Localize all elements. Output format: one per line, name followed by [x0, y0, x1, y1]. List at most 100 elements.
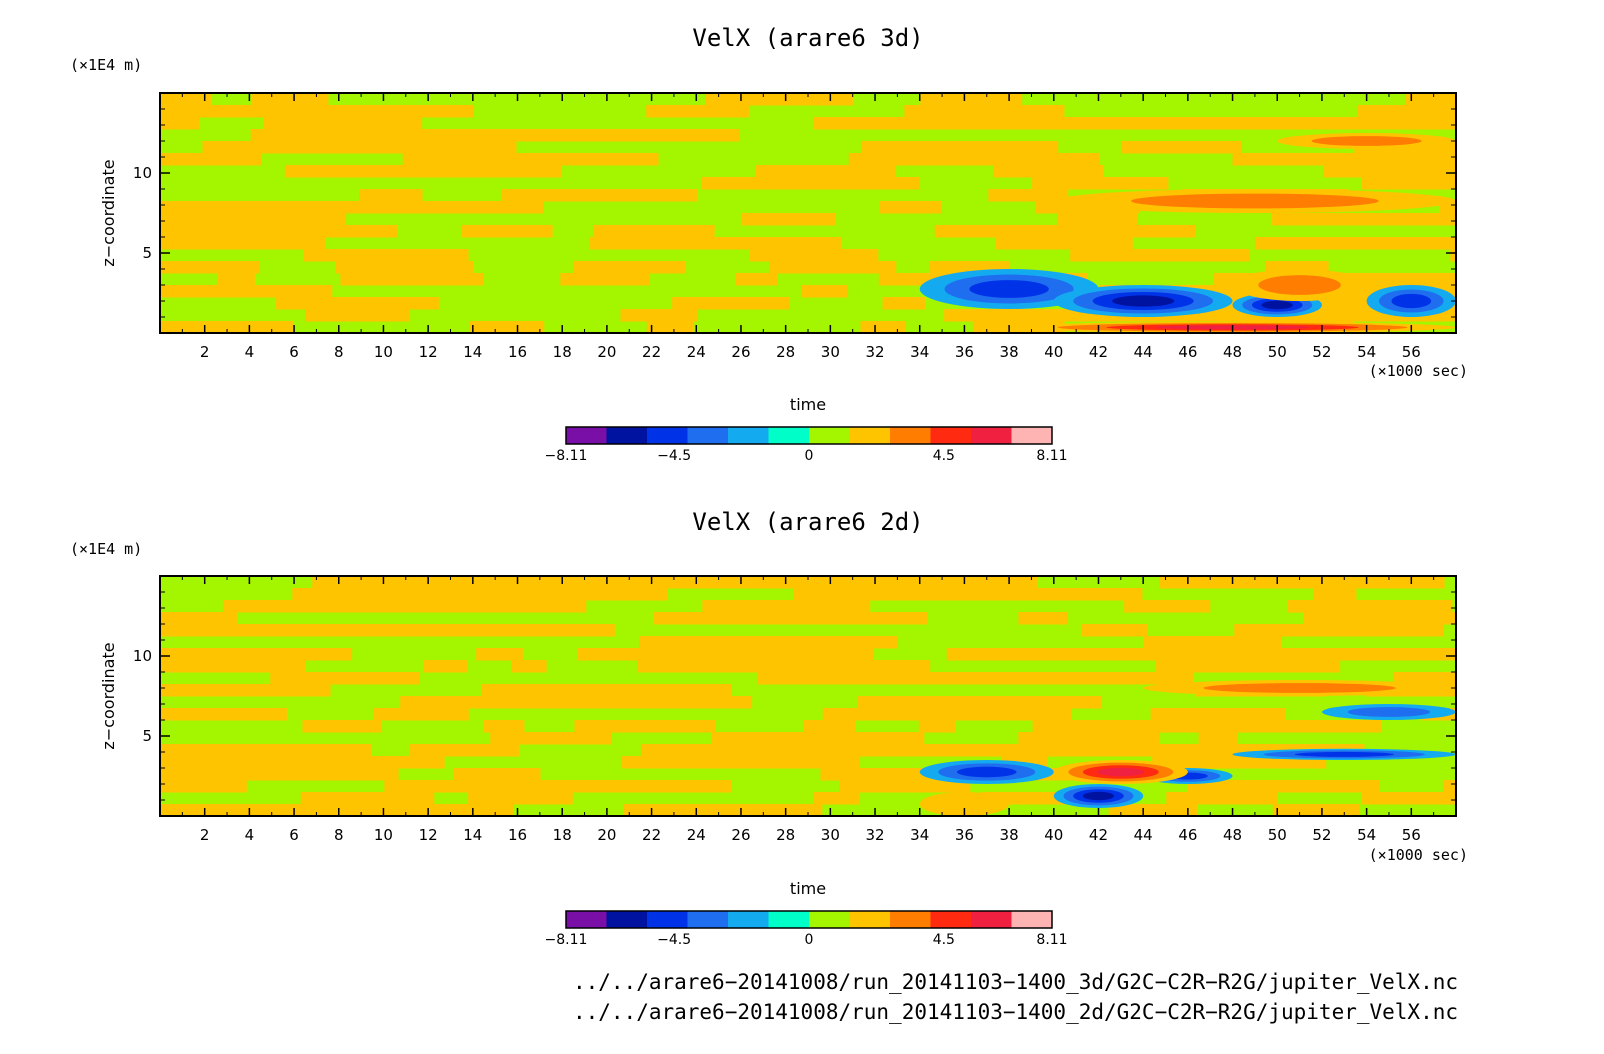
x-tick-label: 10 — [374, 343, 393, 361]
x-tick-label: 2 — [200, 343, 210, 361]
field-band — [263, 117, 301, 130]
field-band — [1169, 249, 1250, 262]
field-band — [1137, 117, 1231, 130]
field-band — [1150, 708, 1252, 721]
field-band — [1413, 273, 1456, 286]
field-band — [918, 720, 955, 733]
field-band — [702, 600, 751, 613]
field-band — [1361, 177, 1456, 190]
field-band — [828, 660, 931, 673]
field-band — [1266, 660, 1341, 673]
field-band — [160, 804, 236, 816]
x-tick-label: 50 — [1268, 343, 1287, 361]
x-tick-label: 54 — [1357, 343, 1376, 361]
field-band — [160, 660, 306, 673]
field-band — [402, 165, 495, 178]
field-band — [262, 624, 328, 637]
field-band — [711, 732, 813, 745]
field-band — [603, 684, 732, 697]
field-band — [1187, 780, 1333, 793]
field-band — [1361, 792, 1456, 805]
y-tick-label: 5 — [142, 244, 152, 262]
colorbar-tick-label: 8.11 — [1036, 932, 1067, 948]
field-band — [972, 321, 1011, 333]
y-axis-label: z−coordinate — [99, 642, 118, 749]
field-band — [1004, 225, 1118, 238]
field-band — [476, 648, 523, 661]
field-band — [995, 237, 1040, 250]
field-band — [710, 297, 790, 310]
field-band — [1400, 105, 1456, 118]
x-tick-label: 16 — [508, 826, 527, 844]
field-band — [229, 684, 331, 697]
field-band — [481, 684, 605, 697]
x-tick-label: 44 — [1134, 826, 1153, 844]
field-band — [336, 261, 474, 274]
field-band — [811, 576, 931, 589]
field-band — [842, 177, 920, 190]
field-band — [1108, 804, 1198, 816]
field-band — [1129, 720, 1274, 733]
field-band — [1081, 624, 1148, 637]
field-band — [490, 129, 596, 142]
field-band — [646, 105, 749, 118]
colorbar-segment — [809, 427, 850, 444]
field-band — [705, 93, 800, 106]
colorbar-segment — [890, 911, 931, 928]
field-band — [1326, 720, 1382, 733]
field-band — [1232, 153, 1360, 166]
field-band — [616, 696, 753, 709]
field-band — [1032, 177, 1169, 190]
x-tick-label: 4 — [245, 343, 255, 361]
field-band — [993, 165, 1049, 178]
field-band — [501, 189, 630, 202]
field-band — [577, 648, 672, 661]
field-band — [976, 672, 1097, 685]
x-tick-label: 22 — [642, 343, 661, 361]
field-band — [160, 648, 254, 661]
field-band — [1120, 141, 1243, 154]
field-band — [243, 285, 333, 298]
x-tick-label: 26 — [731, 826, 750, 844]
field-band — [462, 225, 553, 238]
field-band — [252, 93, 329, 106]
field-band — [160, 756, 202, 769]
field-band — [299, 117, 423, 130]
field-band — [1405, 93, 1456, 106]
field-band — [931, 696, 972, 709]
x-axis-label: time — [790, 879, 826, 898]
field-band — [297, 105, 337, 118]
field-band — [1354, 612, 1429, 625]
field-band — [384, 780, 440, 793]
field-band — [546, 576, 681, 589]
field-band — [782, 636, 850, 649]
field-band — [270, 672, 319, 685]
field-band — [803, 720, 856, 733]
field-band — [1357, 105, 1402, 118]
colorbar-tick-label: 4.5 — [933, 932, 955, 948]
field-band — [857, 696, 933, 709]
colorbar-segment — [566, 427, 607, 444]
field-band — [757, 672, 899, 685]
field-band — [1018, 732, 1160, 745]
colorbar-tick-label: 0 — [805, 932, 814, 948]
field-band — [646, 321, 695, 333]
field-band — [670, 648, 777, 661]
field-band — [574, 720, 716, 733]
field-band — [532, 588, 668, 601]
field-band — [929, 576, 1038, 589]
field-band — [856, 744, 925, 757]
field-band — [1032, 720, 1131, 733]
field-band — [1431, 117, 1456, 130]
field-band — [1156, 660, 1267, 673]
field-band — [1143, 636, 1282, 649]
field-band — [468, 321, 545, 333]
field-band — [160, 285, 208, 298]
colorbar-tick-label: −8.11 — [545, 932, 588, 948]
field-band — [860, 141, 925, 154]
field-band — [621, 756, 714, 769]
field-band — [769, 237, 842, 250]
field-band — [160, 261, 260, 274]
x-tick-label: 36 — [955, 826, 974, 844]
field-band — [468, 792, 573, 805]
